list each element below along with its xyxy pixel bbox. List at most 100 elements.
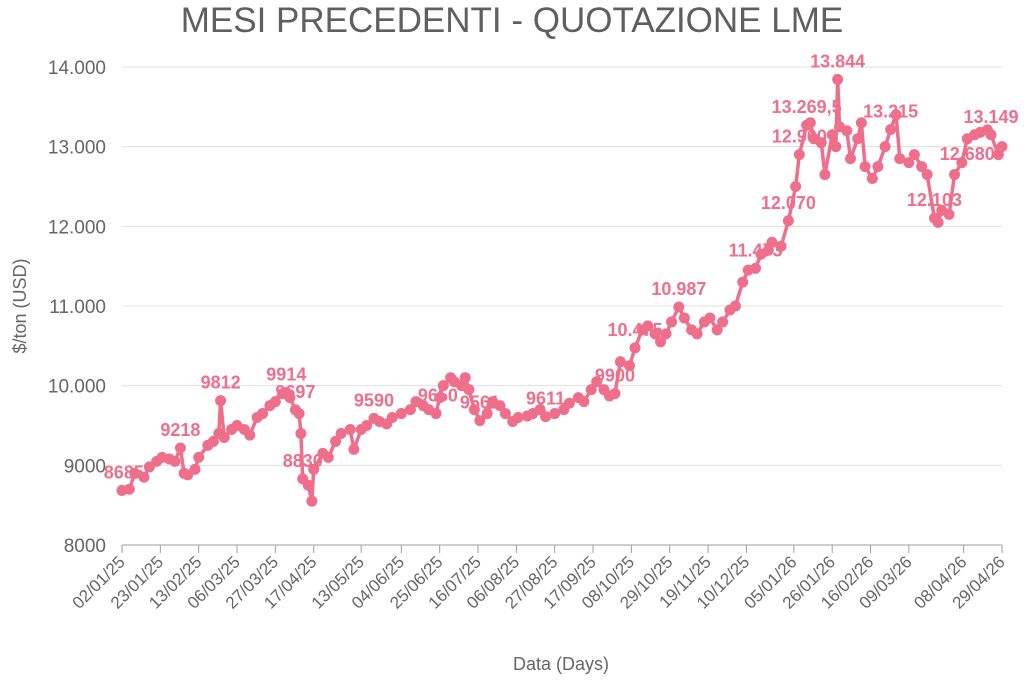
- data-point[interactable]: [578, 396, 590, 408]
- data-point[interactable]: [308, 463, 320, 475]
- data-point[interactable]: [284, 392, 296, 404]
- data-point[interactable]: [826, 129, 838, 141]
- data-point[interactable]: [691, 328, 703, 340]
- data-point[interactable]: [841, 125, 853, 137]
- data-point[interactable]: [169, 455, 181, 467]
- data-point[interactable]: [819, 169, 831, 181]
- data-point[interactable]: [903, 157, 915, 169]
- data-point[interactable]: [494, 400, 506, 412]
- data-point[interactable]: [793, 149, 805, 161]
- data-point[interactable]: [956, 157, 968, 169]
- data-point[interactable]: [302, 479, 314, 491]
- data-point[interactable]: [996, 141, 1008, 153]
- data-point[interactable]: [890, 109, 902, 121]
- data-point[interactable]: [330, 435, 342, 447]
- data-point[interactable]: [624, 360, 636, 372]
- data-point[interactable]: [866, 173, 878, 185]
- data-point[interactable]: [218, 431, 230, 443]
- data-point[interactable]: [244, 429, 256, 441]
- data-point[interactable]: [386, 412, 398, 424]
- data-point[interactable]: [591, 376, 603, 388]
- data-point[interactable]: [193, 451, 205, 463]
- data-point[interactable]: [985, 129, 997, 141]
- data-point[interactable]: [908, 149, 920, 161]
- data-point[interactable]: [649, 328, 661, 340]
- data-point[interactable]: [775, 240, 787, 252]
- data-point[interactable]: [673, 301, 685, 313]
- data-point[interactable]: [717, 316, 729, 328]
- data-point[interactable]: [585, 384, 597, 396]
- data-point[interactable]: [844, 153, 856, 165]
- data-point[interactable]: [474, 415, 486, 427]
- data-point[interactable]: [737, 276, 749, 288]
- data-point[interactable]: [540, 411, 552, 423]
- data-point[interactable]: [943, 208, 955, 220]
- data-point[interactable]: [655, 336, 667, 348]
- data-point[interactable]: [804, 117, 816, 129]
- data-point[interactable]: [459, 372, 471, 384]
- data-point[interactable]: [395, 408, 407, 420]
- data-point[interactable]: [932, 216, 944, 228]
- data-point[interactable]: [642, 320, 654, 332]
- data-point[interactable]: [335, 427, 347, 439]
- data-point[interactable]: [174, 442, 186, 454]
- data-point[interactable]: [344, 423, 356, 435]
- data-point[interactable]: [563, 397, 575, 409]
- data-point[interactable]: [729, 300, 741, 312]
- data-point[interactable]: [830, 141, 842, 153]
- data-point[interactable]: [437, 380, 449, 392]
- data-point[interactable]: [293, 408, 305, 420]
- data-point[interactable]: [361, 420, 373, 431]
- data-point[interactable]: [215, 395, 227, 407]
- data-point[interactable]: [512, 412, 524, 424]
- data-point[interactable]: [711, 324, 723, 336]
- data-point[interactable]: [832, 73, 844, 85]
- data-point[interactable]: [295, 427, 307, 439]
- data-point[interactable]: [348, 443, 360, 455]
- data-point[interactable]: [790, 181, 802, 192]
- data-point[interactable]: [306, 495, 318, 507]
- data-point[interactable]: [750, 262, 762, 274]
- data-label: 8830: [283, 451, 323, 471]
- data-point[interactable]: [549, 408, 561, 420]
- data-point[interactable]: [852, 133, 864, 145]
- data-point[interactable]: [481, 408, 493, 420]
- data-point[interactable]: [666, 316, 678, 328]
- data-point[interactable]: [129, 467, 141, 479]
- data-point[interactable]: [859, 161, 871, 173]
- data-point[interactable]: [949, 169, 961, 181]
- data-point[interactable]: [894, 153, 906, 165]
- data-point[interactable]: [138, 471, 150, 483]
- data-point[interactable]: [463, 384, 475, 396]
- data-point[interactable]: [468, 404, 480, 416]
- data-point[interactable]: [921, 169, 933, 181]
- data-point[interactable]: [614, 356, 626, 368]
- data-point[interactable]: [660, 328, 672, 340]
- data-point[interactable]: [766, 236, 778, 248]
- data-label: 12.070: [761, 193, 816, 213]
- data-point[interactable]: [815, 137, 827, 149]
- y-axis-label: $/ton (USD): [10, 258, 30, 353]
- data-point[interactable]: [269, 396, 281, 408]
- data-point[interactable]: [322, 451, 334, 463]
- data-point[interactable]: [207, 435, 219, 447]
- data-point[interactable]: [430, 408, 442, 420]
- data-point[interactable]: [404, 404, 416, 416]
- data-point[interactable]: [434, 392, 446, 404]
- data-point[interactable]: [123, 483, 135, 495]
- data-point[interactable]: [629, 342, 641, 354]
- data-point[interactable]: [189, 463, 201, 475]
- data-point[interactable]: [609, 388, 621, 400]
- data-point[interactable]: [499, 408, 511, 420]
- data-point[interactable]: [855, 117, 867, 129]
- data-point[interactable]: [704, 312, 716, 324]
- data-point[interactable]: [782, 215, 794, 227]
- data-point[interactable]: [257, 408, 269, 420]
- data-point[interactable]: [879, 141, 891, 153]
- data-point[interactable]: [678, 312, 690, 324]
- data-point[interactable]: [916, 161, 928, 173]
- data-point[interactable]: [872, 161, 884, 173]
- data-point[interactable]: [885, 124, 897, 136]
- data-label: 12.680: [940, 144, 995, 164]
